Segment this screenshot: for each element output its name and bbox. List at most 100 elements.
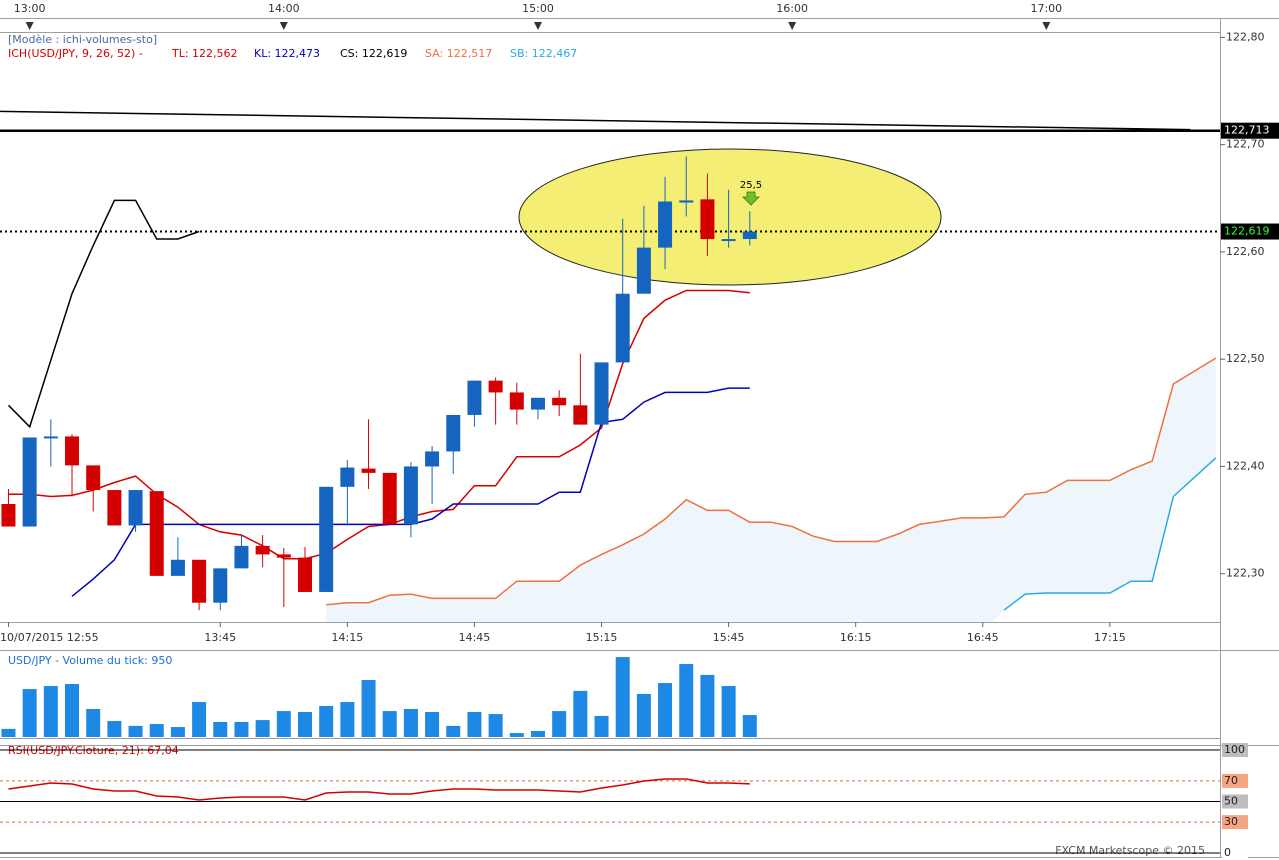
candle-body bbox=[192, 559, 207, 603]
candle-body bbox=[658, 201, 673, 248]
price-level-label: 122,619 bbox=[1224, 225, 1270, 238]
y-tick-box bbox=[1222, 743, 1248, 757]
rsi-line bbox=[8, 778, 750, 801]
volume-bar bbox=[319, 705, 334, 737]
volume-bar bbox=[721, 686, 736, 737]
candle-body bbox=[679, 200, 694, 203]
x-tick bbox=[788, 22, 797, 30]
volume-bar bbox=[446, 725, 461, 737]
x-tick-label: 16:15 bbox=[840, 631, 872, 644]
candle-body bbox=[170, 559, 185, 576]
y-tick-box bbox=[1222, 846, 1248, 860]
y-tick-box bbox=[1222, 815, 1248, 830]
x-tick-label: 17:15 bbox=[1094, 631, 1126, 644]
candle-body bbox=[319, 486, 334, 592]
volume-bar bbox=[298, 711, 312, 737]
candle-body bbox=[128, 490, 143, 526]
x-tick-label: 16:00 bbox=[776, 2, 808, 15]
highlight-ellipse bbox=[518, 148, 942, 286]
price-level-box bbox=[1221, 122, 1279, 139]
candle-body bbox=[382, 472, 397, 525]
indicator-label: ICH(USD/JPY, 9, 26, 52) - bbox=[8, 47, 143, 60]
candle-body bbox=[530, 397, 545, 410]
candle-body bbox=[255, 545, 270, 555]
candle-body bbox=[149, 491, 164, 576]
volume-bar bbox=[255, 720, 270, 737]
candle-body bbox=[615, 293, 630, 363]
x-tick-label: 15:00 bbox=[522, 2, 554, 15]
volume-bar bbox=[425, 711, 440, 737]
x-tick-label: 14:15 bbox=[332, 631, 364, 644]
volume-bar bbox=[552, 711, 567, 737]
x-tick-label: 17:00 bbox=[1030, 2, 1062, 15]
plot-area bbox=[0, 110, 1220, 622]
volume-bar bbox=[170, 727, 185, 737]
volume-bar bbox=[22, 689, 37, 737]
volume-bar bbox=[1, 728, 16, 737]
y-tick-label: 100 bbox=[1224, 743, 1245, 756]
volume-bar bbox=[382, 711, 397, 737]
cloud-fill bbox=[326, 358, 1216, 622]
legend-entry: CS: 122,619 bbox=[340, 47, 407, 60]
volume-bar bbox=[594, 715, 609, 737]
candle-body bbox=[65, 436, 80, 466]
frame bbox=[0, 18, 1279, 858]
indicator-line bbox=[7, 199, 200, 429]
volume-bar bbox=[361, 680, 376, 737]
annotation: 25,5 bbox=[740, 180, 762, 191]
legend-entry: SA: 122,517 bbox=[425, 47, 492, 60]
candle-body bbox=[742, 231, 757, 240]
volume-bar bbox=[340, 702, 355, 737]
price-level-label: 122,713 bbox=[1224, 124, 1270, 137]
candle-body bbox=[552, 397, 567, 406]
candle-body bbox=[361, 468, 376, 473]
x-tick bbox=[533, 22, 542, 30]
x-tick bbox=[25, 22, 34, 30]
volume-bar bbox=[679, 664, 694, 737]
candle-body bbox=[425, 451, 440, 467]
footer: FXCM Marketscope © 2015 bbox=[1055, 844, 1205, 857]
y-tick-label: 50 bbox=[1224, 795, 1238, 808]
legend-entry: SB: 122,467 bbox=[510, 47, 577, 60]
candle-body bbox=[107, 490, 122, 526]
volume-bar bbox=[213, 721, 228, 737]
annotation-arrow bbox=[742, 191, 760, 206]
y-tick-label: 122,60 bbox=[1226, 245, 1265, 258]
volume-bar bbox=[86, 708, 101, 737]
volume-bar bbox=[234, 721, 249, 737]
y-tick-label: 122,80 bbox=[1226, 30, 1265, 43]
candle-body bbox=[86, 465, 101, 491]
candle-body bbox=[43, 436, 58, 439]
candle-body bbox=[1, 504, 16, 527]
candle-body bbox=[446, 414, 461, 452]
x-tick-label: 15:45 bbox=[713, 631, 745, 644]
y-tick-label: 122,30 bbox=[1226, 567, 1265, 580]
volume-bar bbox=[488, 714, 503, 737]
candle-body bbox=[213, 568, 228, 603]
candle-body bbox=[234, 545, 249, 569]
candle-body bbox=[488, 380, 503, 393]
candle-body bbox=[467, 380, 482, 415]
volume-bar bbox=[128, 725, 143, 737]
x-tick-label: 14:45 bbox=[459, 631, 491, 644]
y-tick-label: 122,50 bbox=[1226, 352, 1265, 365]
panel-title: USD/JPY - Volume du tick: 950 bbox=[8, 654, 172, 667]
y-tick-label: 122,70 bbox=[1226, 138, 1265, 151]
x-tick-label: 13:45 bbox=[204, 631, 236, 644]
volume-bar bbox=[403, 708, 418, 737]
candle-body bbox=[276, 554, 291, 558]
y-tick-label: 122,40 bbox=[1226, 459, 1265, 472]
x-tick-label: 10/07/2015 12:55 bbox=[0, 631, 99, 644]
volume-bar bbox=[742, 714, 757, 737]
y-tick-label: 70 bbox=[1224, 774, 1238, 787]
y-tick-label: 30 bbox=[1224, 815, 1238, 828]
volume-bar bbox=[636, 693, 651, 737]
volume-bar bbox=[276, 711, 291, 737]
candle-body bbox=[721, 239, 736, 242]
price-level-box bbox=[1221, 223, 1279, 240]
candle-body bbox=[594, 362, 609, 425]
candle-body bbox=[573, 405, 588, 425]
volume-bar bbox=[700, 674, 715, 737]
